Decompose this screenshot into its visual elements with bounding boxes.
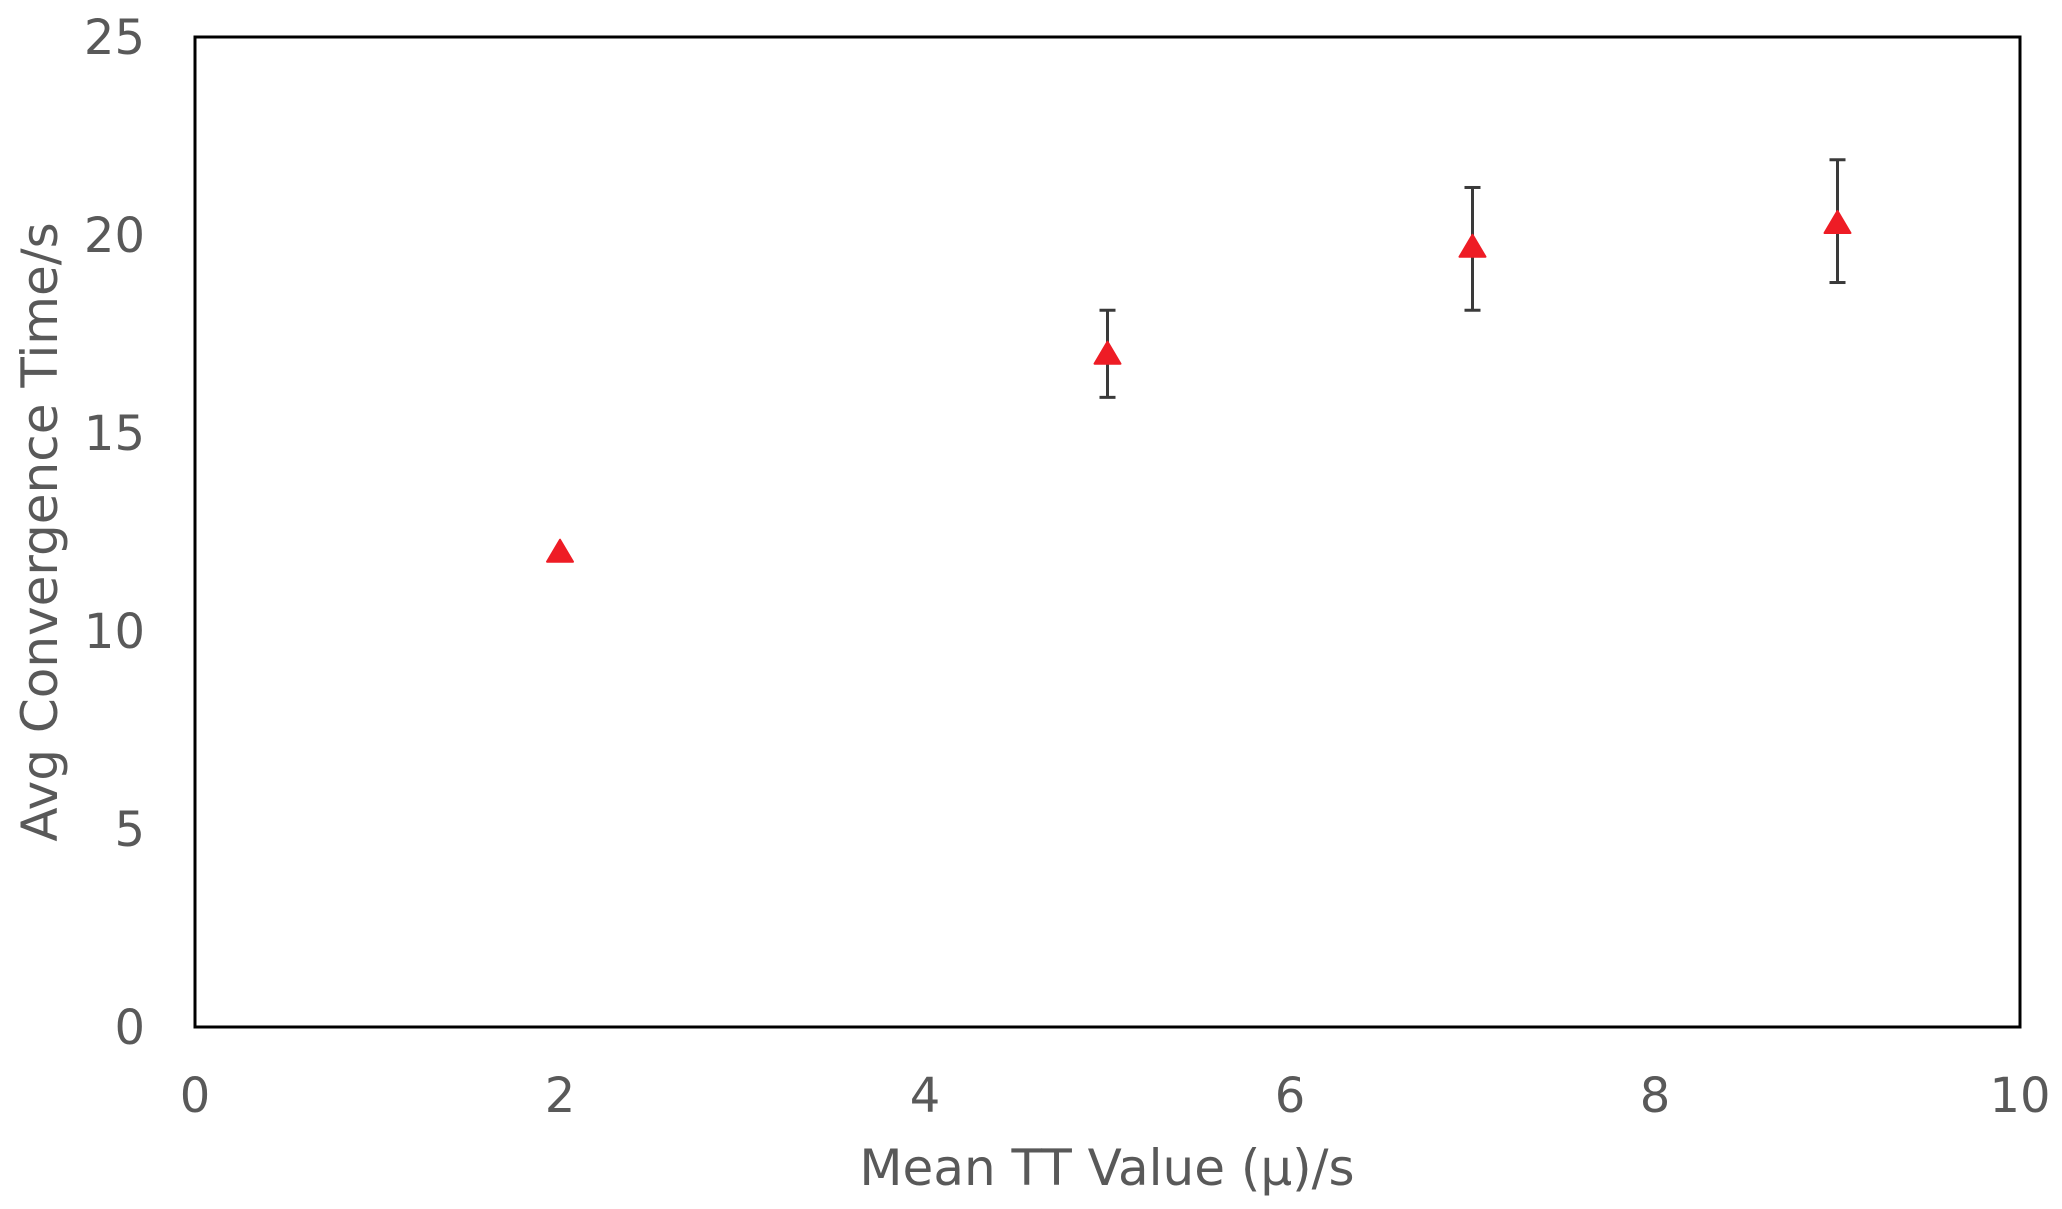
data-point-triangle (1458, 233, 1487, 258)
data-point-triangle (546, 538, 574, 563)
data-markers (546, 210, 1852, 563)
y-tick-label: 20 (84, 208, 145, 264)
y-tick-label: 15 (84, 406, 145, 462)
x-tick-label: 8 (1640, 1068, 1671, 1124)
y-tick-label: 10 (84, 604, 145, 660)
x-tick-label: 0 (180, 1068, 211, 1124)
data-point-triangle (1823, 210, 1852, 235)
y-tick-label: 25 (84, 10, 145, 66)
x-tick-label: 2 (545, 1068, 576, 1124)
plot-area (193, 35, 2022, 1029)
y-tick-label: 0 (114, 1000, 145, 1056)
x-tick-label: 4 (910, 1068, 941, 1124)
y-axis-title: Avg Convergence Time/s (11, 222, 69, 841)
data-point-triangle (1093, 340, 1122, 365)
x-axis-title: Mean TT Value (μ)/s (859, 1139, 1354, 1197)
error-bars (1099, 158, 1846, 399)
x-tick-label: 10 (1989, 1068, 2050, 1124)
x-axis-ticks: 0 2 4 6 8 10 (180, 1068, 2051, 1124)
y-axis-ticks: 0 5 10 15 20 25 (84, 10, 145, 1056)
x-tick-label: 6 (1275, 1068, 1306, 1124)
y-tick-label: 5 (114, 802, 145, 858)
